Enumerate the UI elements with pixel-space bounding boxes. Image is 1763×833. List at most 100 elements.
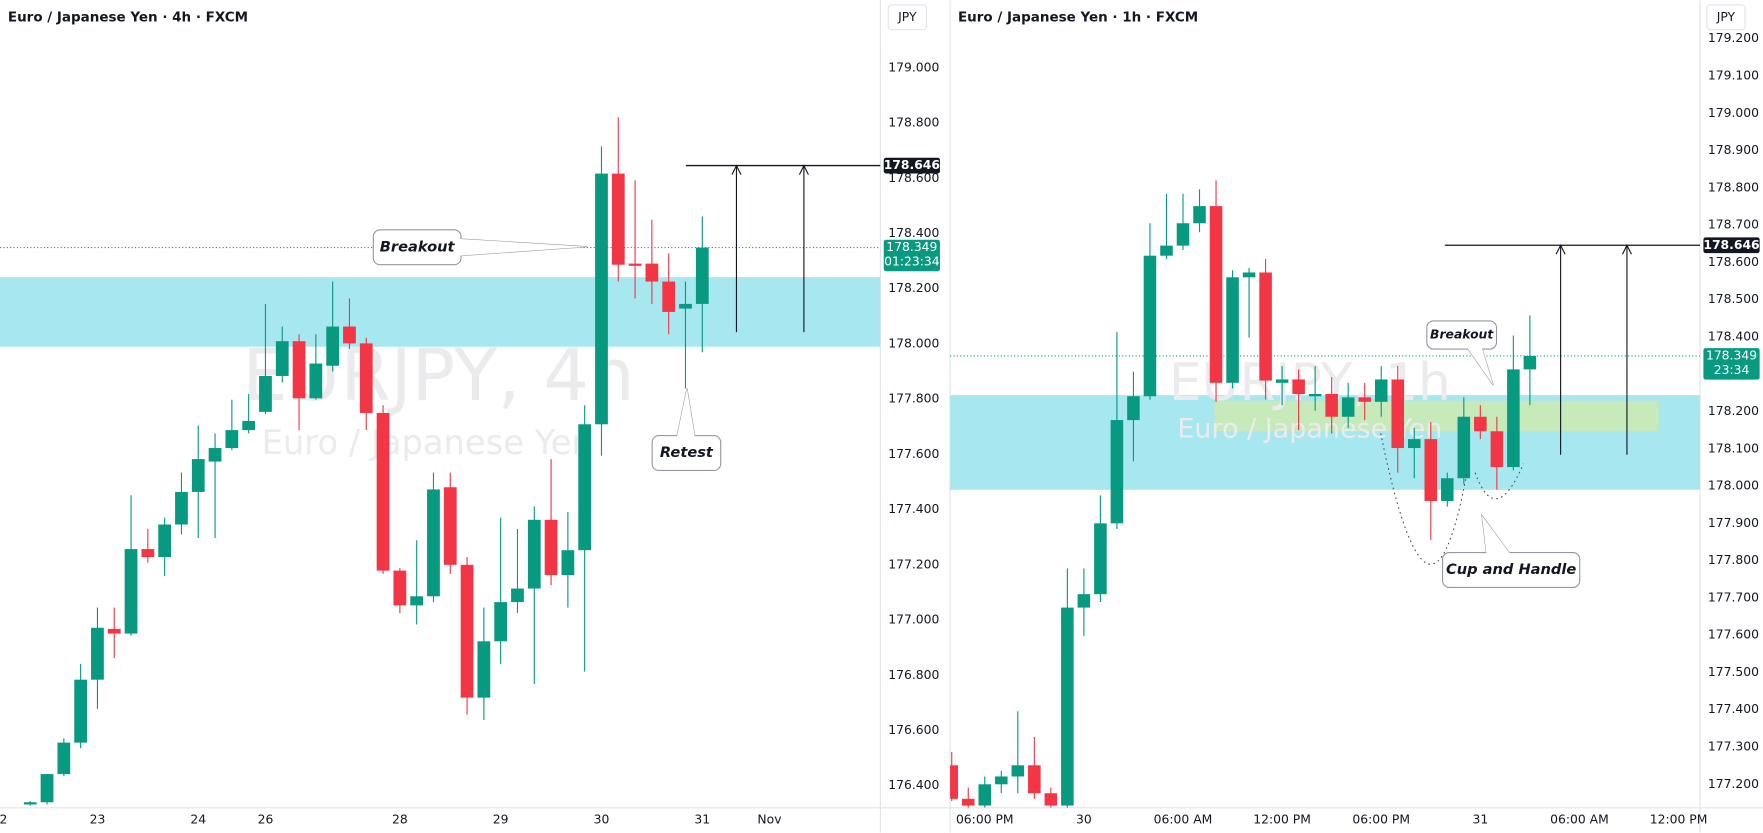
y-tick-label: 179.000 — [888, 60, 939, 74]
candle-body — [141, 549, 155, 558]
x-tick-label: 24 — [190, 813, 206, 827]
candle-body — [1341, 397, 1355, 417]
candle-body — [175, 491, 188, 525]
target-tag-label: 178.646 — [1703, 238, 1759, 252]
x-tick-label: 23 — [90, 813, 106, 827]
candle-body — [1490, 431, 1504, 468]
candle-body — [1242, 272, 1256, 278]
callout-text: Retest — [660, 444, 714, 461]
currency-box — [1706, 4, 1746, 31]
x-tick-label: 31 — [1472, 813, 1488, 827]
y-tick-label: 177.600 — [1708, 628, 1759, 642]
x-tick-label: 12:00 PM — [1650, 813, 1708, 827]
candle-body — [578, 424, 592, 551]
candle-body — [393, 570, 407, 606]
cup-pattern — [1474, 463, 1525, 500]
candle-body — [23, 802, 37, 805]
chart-pane: EURJPY, 4h Euro / Japanese Yen Breakout Ret… — [0, 4, 940, 827]
candle-body — [645, 263, 659, 282]
candle-body — [1358, 397, 1371, 402]
candle-body — [595, 173, 608, 425]
countdown-label: 23:34 — [1714, 363, 1750, 377]
last-price-tag — [1703, 348, 1760, 380]
y-tick-label: 176.400 — [888, 778, 939, 792]
y-tick-label: 179.200 — [1708, 31, 1759, 45]
candle-body — [1374, 379, 1388, 402]
currency-box — [887, 4, 928, 31]
candle-body — [679, 303, 692, 309]
callout-pointer-fill — [676, 388, 695, 437]
currency-label: JPY — [1716, 10, 1736, 24]
candle-body — [74, 679, 88, 743]
callout-text: Breakout — [1430, 327, 1494, 341]
candle-body — [1028, 765, 1041, 794]
candle-body — [40, 774, 54, 803]
y-tick-label: 178.200 — [1708, 404, 1759, 418]
y-tick-label: 177.900 — [1708, 516, 1759, 530]
candle-body — [275, 341, 289, 376]
y-tick-label: 177.200 — [888, 557, 939, 571]
candle-body — [1193, 206, 1206, 224]
y-tick-label: 179.100 — [1708, 69, 1759, 83]
x-tick-label: 12:00 PM — [1253, 813, 1311, 827]
candle-body — [961, 798, 975, 806]
x-tick-label: 06:00 AM — [1154, 813, 1213, 827]
candle-body — [326, 326, 340, 366]
candle-body — [1160, 245, 1173, 256]
y-tick-label: 178.900 — [1708, 143, 1759, 157]
target-tag — [883, 157, 940, 174]
cup-pattern — [1380, 433, 1468, 565]
x-tick-label: 30 — [594, 813, 610, 827]
callout-box — [1441, 551, 1581, 588]
y-tick-label: 179.000 — [1708, 106, 1759, 120]
y-tick-label: 178.100 — [1708, 441, 1759, 455]
zone — [0, 277, 881, 347]
y-tick-label: 178.800 — [888, 116, 939, 130]
x-tick-label: 26 — [258, 813, 274, 827]
y-tick-label: 177.700 — [1708, 590, 1759, 604]
currency-label: JPY — [897, 10, 917, 24]
y-tick-label: 178.800 — [1708, 180, 1759, 194]
candle-body — [460, 564, 474, 698]
candle-body — [107, 628, 121, 634]
candle-body — [477, 641, 491, 698]
y-tick-label: 178.400 — [888, 226, 939, 240]
y-tick-label: 178.500 — [1708, 292, 1759, 306]
last-price-label: 178.349 — [886, 240, 937, 254]
watermark-subtitle: Euro / Japanese Yen — [262, 423, 593, 462]
y-tick-label: 178.700 — [1708, 218, 1759, 232]
callout-pointer-fill — [458, 238, 587, 256]
candle-body — [1110, 420, 1124, 524]
candle-body — [376, 412, 390, 571]
candle-body — [259, 375, 272, 412]
chart-title: Euro / Japanese Yen · 1h · FXCM — [958, 9, 1198, 25]
y-tick-label: 177.200 — [1708, 777, 1759, 791]
candle-body — [427, 489, 440, 597]
candle-body — [225, 430, 239, 449]
y-tick-label: 177.500 — [1708, 665, 1759, 679]
y-tick-label: 178.400 — [1708, 329, 1759, 343]
candle-body — [561, 550, 575, 576]
candle-body — [1308, 393, 1322, 397]
candle-body — [1127, 396, 1140, 421]
candle-body — [1077, 594, 1091, 608]
candle-body — [309, 363, 323, 399]
candle-body — [1325, 393, 1338, 417]
x-tick-label: 28 — [392, 813, 408, 827]
arrow-head — [731, 164, 742, 175]
y-tick-label: 178.600 — [888, 171, 939, 185]
candle-body — [208, 448, 222, 462]
y-tick-label: 176.600 — [888, 723, 939, 737]
plot-area: EURJPY, 4h Euro / Japanese Yen Breakout Ret… — [0, 117, 881, 806]
y-tick-label: 178.000 — [1708, 479, 1759, 493]
callout-text: Breakout — [380, 238, 456, 255]
target-tag — [1703, 237, 1760, 254]
candle-body — [1474, 416, 1487, 432]
candle-body — [1507, 369, 1520, 468]
y-tick-label: 177.300 — [1708, 740, 1759, 754]
candle-body — [410, 596, 424, 606]
candle-body — [1094, 523, 1107, 595]
candle-body — [91, 627, 104, 680]
